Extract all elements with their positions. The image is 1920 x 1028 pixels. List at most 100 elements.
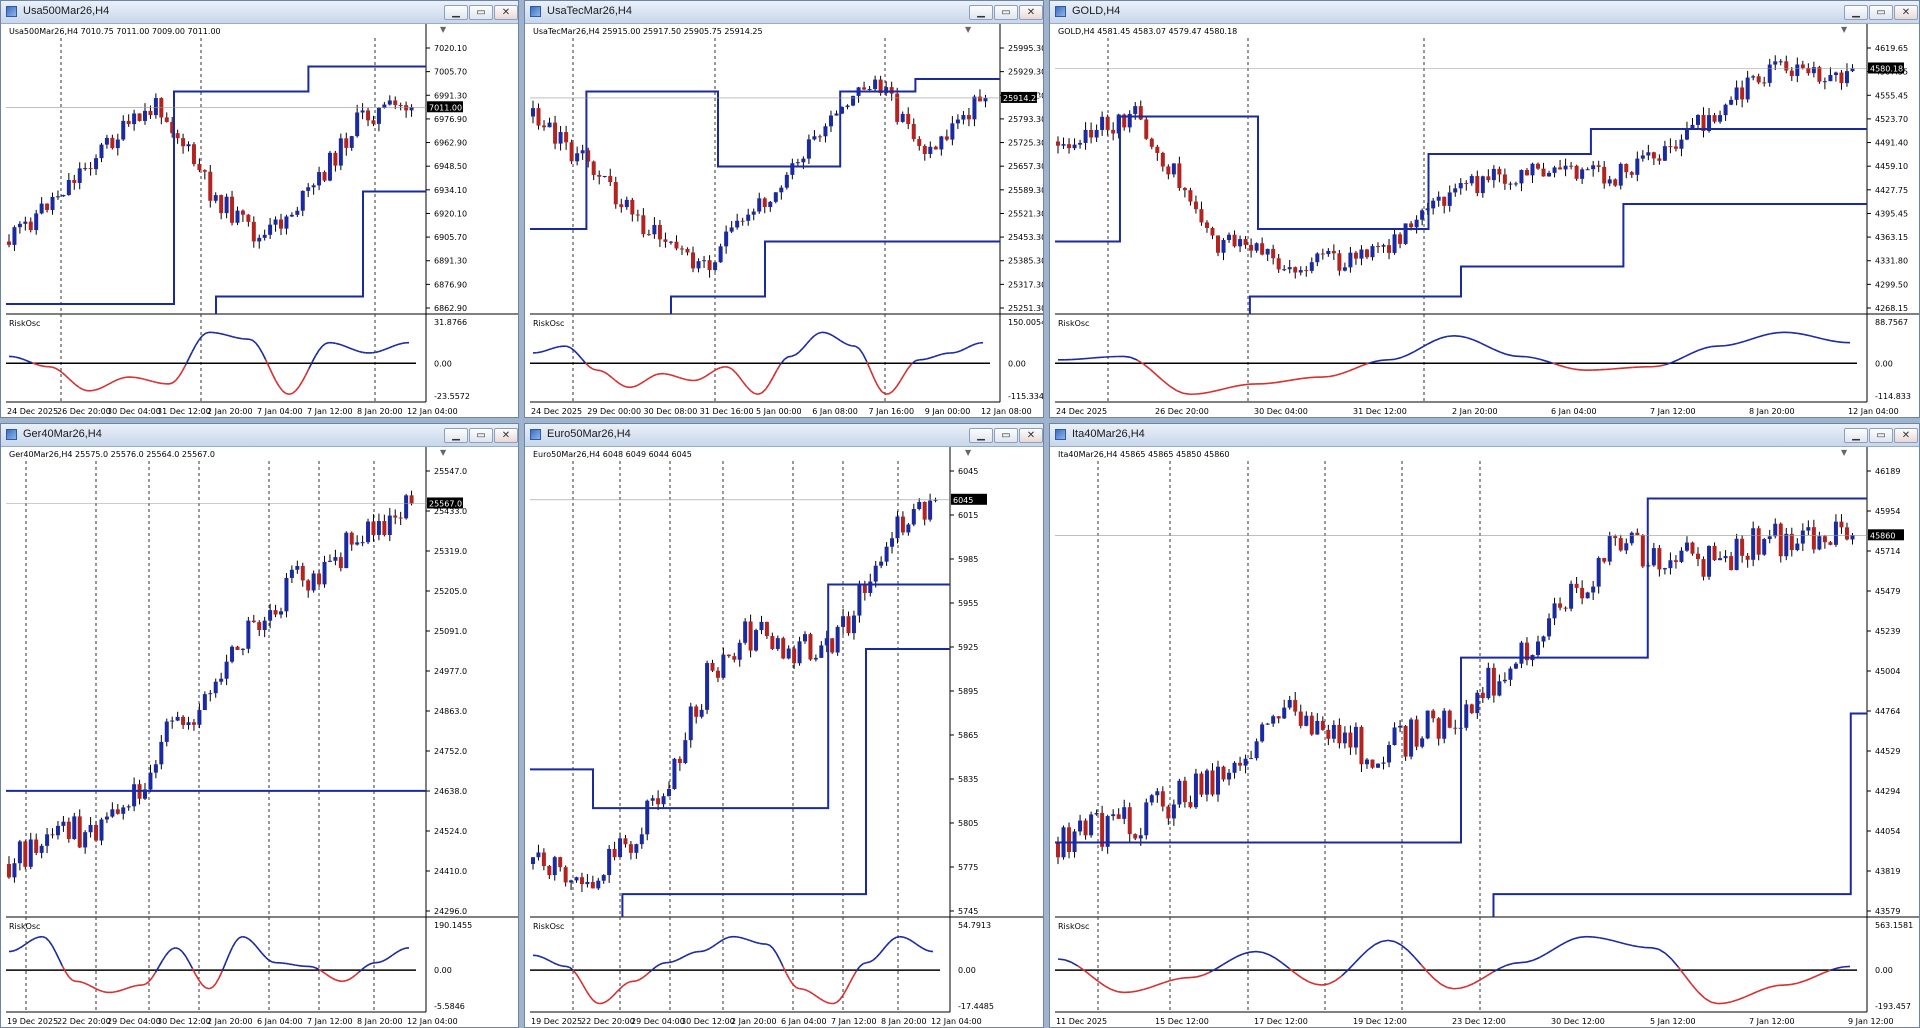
candle-body: [694, 706, 699, 717]
candle-body: [641, 215, 646, 235]
minimize-button[interactable]: ▁: [969, 5, 993, 20]
osc-line-segment: [1315, 983, 1323, 986]
candle-body: [628, 844, 633, 853]
maximize-button[interactable]: ▭: [994, 428, 1018, 443]
osc-line-segment: [12, 949, 16, 952]
osc-line-segment: [792, 983, 797, 989]
chart-window-ita40[interactable]: Ita40Mar26,H4 ▁ ▭ ✕ Ita40Mar26,H4 45865 …: [1049, 423, 1920, 1028]
price-chart[interactable]: GOLD,H4 4581.45 4583.07 4579.47 4580.18 ▼…: [1050, 24, 1920, 418]
close-button[interactable]: ✕: [1019, 428, 1043, 443]
candle-body: [382, 521, 387, 536]
candle-body: [683, 740, 688, 763]
maximize-button[interactable]: ▭: [469, 428, 493, 443]
candle-body: [1447, 192, 1452, 206]
close-button[interactable]: ✕: [494, 428, 518, 443]
price-chart[interactable]: Usa500Mar26,H4 7010.75 7011.00 7009.00 7…: [1, 24, 519, 418]
maximize-button[interactable]: ▭: [994, 5, 1018, 20]
osc-line-segment: [766, 943, 770, 946]
candle-body: [1276, 258, 1281, 270]
osc-line-segment: [372, 351, 376, 354]
minimize-button[interactable]: ▁: [444, 5, 468, 20]
candle-body: [344, 138, 349, 148]
osc-line-segment: [85, 982, 90, 986]
candle-body: [1602, 558, 1607, 562]
maximize-button[interactable]: ▭: [469, 5, 493, 20]
close-button[interactable]: ✕: [1894, 428, 1918, 443]
osc-line-segment: [82, 388, 86, 392]
candle-body: [170, 720, 175, 722]
candle-body: [1795, 64, 1800, 76]
candle-body: [1464, 704, 1469, 728]
osc-line-segment: [184, 357, 190, 366]
candle-body: [1089, 814, 1094, 836]
chart-window-usatec[interactable]: UsaTecMar26,H4 ▁ ▭ ✕ UsaTecMar26,H4 2591…: [524, 0, 1044, 418]
chart-background: [525, 447, 1043, 1027]
maximize-button[interactable]: ▭: [1869, 428, 1893, 443]
price-chart[interactable]: Ger40Mar26,H4 25575.0 25576.0 25564.0 25…: [1, 447, 519, 1028]
chart-window-gold[interactable]: GOLD,H4 ▁ ▭ ✕ GOLD,H4 4581.45 4583.07 45…: [1049, 0, 1920, 418]
current-price-label: 4580.18: [1870, 64, 1903, 73]
osc-line-segment: [872, 956, 877, 961]
osc-line-segment: [82, 981, 86, 985]
osc-line-segment: [1447, 334, 1455, 338]
osc-line-segment: [609, 995, 614, 1000]
candle-body: [1193, 773, 1198, 808]
maximize-button[interactable]: ▭: [1869, 5, 1893, 20]
price-chart[interactable]: Ita40Mar26,H4 45865 45865 45850 45860 ▼ 46…: [1050, 447, 1920, 1028]
candle-body: [1111, 129, 1116, 134]
chart-window-ger40[interactable]: Ger40Mar26,H4 ▁ ▭ ✕ Ger40Mar26,H4 25575.…: [0, 423, 519, 1028]
chart-window-usa500[interactable]: Usa500Mar26,H4 ▁ ▭ ✕ Usa500Mar26,H4 7010…: [0, 0, 519, 418]
candle-body: [257, 622, 262, 631]
close-button[interactable]: ✕: [1019, 5, 1043, 20]
minimize-button[interactable]: ▁: [1844, 5, 1868, 20]
window-titlebar[interactable]: Usa500Mar26,H4 ▁ ▭ ✕: [1, 1, 518, 24]
osc-line-segment: [78, 980, 83, 984]
candle-body: [1756, 528, 1761, 555]
osc-line-segment: [261, 352, 267, 360]
window-titlebar[interactable]: Ita40Mar26,H4 ▁ ▭ ✕: [1050, 424, 1919, 447]
price-chart[interactable]: UsaTecMar26,H4 25915.00 25917.50 25905.7…: [525, 24, 1044, 418]
candle-body: [939, 136, 944, 150]
window-titlebar[interactable]: Ger40Mar26,H4 ▁ ▭ ✕: [1, 424, 518, 447]
candle-body: [121, 120, 126, 140]
candle-body: [1701, 114, 1706, 132]
minimize-button[interactable]: ▁: [969, 428, 993, 443]
candle-body: [1260, 724, 1265, 742]
current-price-box: [427, 497, 463, 509]
window-titlebar[interactable]: UsaTecMar26,H4 ▁ ▭ ✕: [525, 1, 1043, 24]
candle-body: [1800, 530, 1805, 544]
candle-body: [803, 634, 807, 642]
close-button[interactable]: ✕: [494, 5, 518, 20]
candle-body: [699, 709, 704, 717]
candle-body: [295, 565, 300, 570]
osc-line-segment: [599, 1002, 604, 1005]
chart-window-euro50[interactable]: Euro50Mar26,H4 ▁ ▭ ✕ Euro50Mar26,H4 6048…: [524, 423, 1044, 1028]
close-button[interactable]: ✕: [1894, 5, 1918, 20]
price-tick-label: 5805: [958, 819, 978, 828]
price-tick-label: 45714: [1875, 547, 1900, 556]
candle-body: [564, 132, 569, 143]
time-tick-label: 26 Dec 20:00: [57, 407, 111, 416]
candle-body: [1453, 727, 1458, 729]
price-tick-label: 24638.0: [434, 787, 467, 796]
time-tick-label: 7 Jan 12:00: [307, 407, 353, 416]
candle-body: [208, 693, 213, 695]
window-titlebar[interactable]: Euro50Mar26,H4 ▁ ▭ ✕: [525, 424, 1043, 447]
candle-body: [148, 110, 153, 116]
osc-line-segment: [1070, 961, 1079, 967]
osc-line-segment: [708, 370, 714, 375]
candle-body: [1359, 249, 1364, 259]
price-tick-label: 6015: [958, 511, 978, 520]
price-chart[interactable]: Euro50Mar26,H4 6048 6049 6044 6045 ▼ 6045 6…: [525, 447, 1044, 1028]
candle-body: [1067, 827, 1072, 853]
candle-body: [685, 248, 690, 253]
candle-body: [1083, 129, 1088, 143]
candle-body: [862, 583, 867, 593]
osc-line-segment: [892, 385, 898, 392]
minimize-button[interactable]: ▁: [444, 428, 468, 443]
candle-body: [1723, 556, 1728, 559]
minimize-button[interactable]: ▁: [1844, 428, 1868, 443]
window-titlebar[interactable]: GOLD,H4 ▁ ▭ ✕: [1050, 1, 1919, 24]
osc-line-segment: [971, 343, 976, 347]
candle-body: [1734, 538, 1739, 571]
